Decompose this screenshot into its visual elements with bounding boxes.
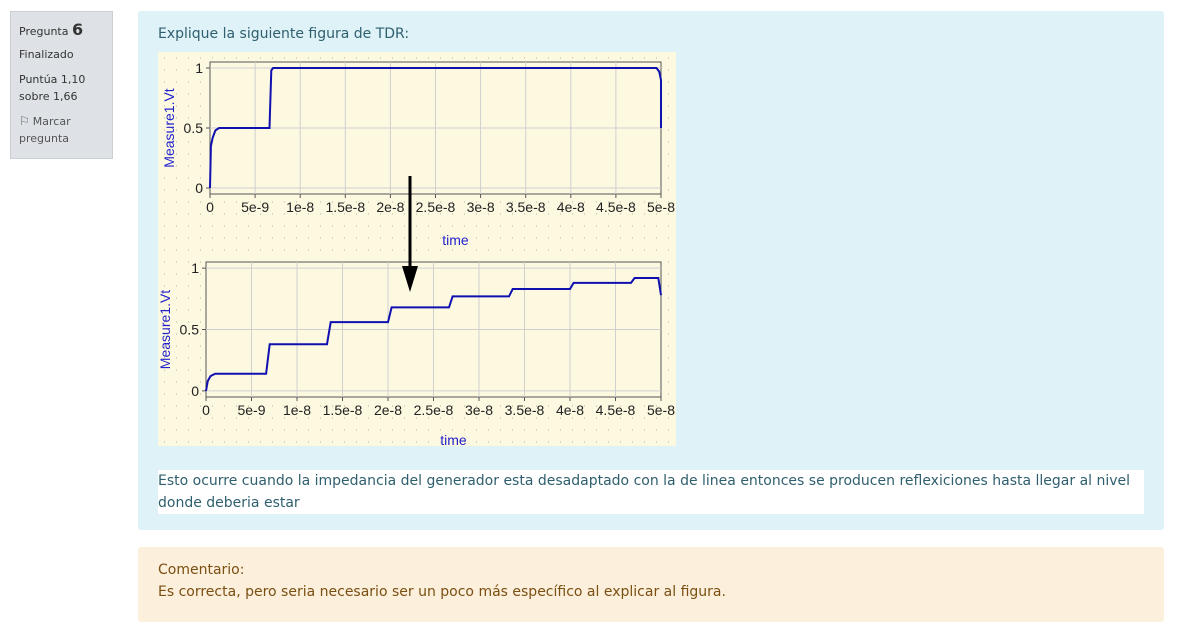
chart2-y-tick-label: 1 bbox=[191, 260, 199, 276]
chart2-x-tick-label: 4.5e-8 bbox=[596, 402, 636, 418]
comment-text: Es correcta, pero seria necesario ser un… bbox=[158, 584, 726, 600]
chart2-x-tick-label: 4e-8 bbox=[556, 402, 584, 418]
chart1-ylabel: Measure1.Vt bbox=[161, 88, 177, 167]
chart1-y-tick-label: 1 bbox=[195, 60, 203, 76]
chart2-x-tick-label: 5e-8 bbox=[647, 402, 675, 418]
chart1-x-tick-label: 4e-8 bbox=[557, 199, 585, 215]
chart2-series-line bbox=[205, 277, 662, 392]
answer-text: Esto ocurre cuando la impedancia del gen… bbox=[158, 470, 1144, 514]
tdr-figure: 0 5e-9 1e-8 1.5e-8 2e-8 2.5e-8 3e-8 3.5e-8 4e-8 4… bbox=[157, 52, 676, 448]
arrow-head-icon bbox=[402, 266, 418, 292]
chart2-x-tick-label: 5e-9 bbox=[237, 402, 265, 418]
question-grade: Puntúa 1,10 sobre 1,66 bbox=[19, 71, 104, 105]
chart2-x-tick-label: 0 bbox=[202, 402, 210, 418]
chart2-y-tick-label: 0.5 bbox=[180, 322, 200, 338]
chart2-x-tick-label: 3.5e-8 bbox=[505, 402, 545, 418]
flag-label-2: pregunta bbox=[19, 132, 70, 145]
chart1-x-tick-label: 2e-8 bbox=[376, 199, 404, 215]
question-label: Pregunta bbox=[19, 25, 69, 38]
flag-question-link[interactable]: ⚐ Marcar pregunta bbox=[19, 113, 104, 147]
chart1-x-tick-label: 1e-8 bbox=[286, 199, 314, 215]
question-content: Explique la siguiente figura de TDR: 0 5e… bbox=[138, 11, 1164, 530]
chart1-x-tick-label: 1.5e-8 bbox=[325, 199, 365, 215]
question-info-panel: Pregunta 6 Finalizado Puntúa 1,10 sobre … bbox=[10, 11, 113, 159]
grade-line-2: sobre 1,66 bbox=[19, 90, 78, 103]
chart2-xlabel: time bbox=[440, 432, 467, 446]
chart2-x-tick-label: 1e-8 bbox=[283, 402, 311, 418]
feedback-comment: Comentario: Es correcta, pero seria nece… bbox=[138, 547, 1164, 622]
chart1-xlabel: time bbox=[442, 232, 469, 248]
chart2-x-tick-label: 2.5e-8 bbox=[414, 402, 454, 418]
chart2-x-tick-label: 2e-8 bbox=[374, 402, 402, 418]
question-text: Explique la siguiente figura de TDR: bbox=[158, 26, 410, 42]
chart1-x-tick-label: 0 bbox=[206, 199, 214, 215]
question-state: Finalizado bbox=[19, 48, 74, 61]
chart2-x-tick-label: 1.5e-8 bbox=[323, 402, 363, 418]
flag-label-1: Marcar bbox=[32, 115, 71, 128]
question-number: Pregunta 6 bbox=[19, 21, 104, 40]
chart1-x-tick-label: 4.5e-8 bbox=[596, 199, 636, 215]
tdr-figure-svg: 0 5e-9 1e-8 1.5e-8 2e-8 2.5e-8 3e-8 3.5e-8 4e-8 4… bbox=[157, 57, 675, 448]
chart1-x-tick-label: 3e-8 bbox=[467, 199, 495, 215]
chart1-series-line bbox=[209, 67, 662, 189]
chart2-y-tick-label: 0 bbox=[191, 383, 199, 399]
chart1-x-tick-label: 2.5e-8 bbox=[416, 199, 456, 215]
chart1-y-tick-label: 0.5 bbox=[184, 120, 204, 136]
comment-title: Comentario: bbox=[158, 562, 245, 578]
chart1-x-tick-label: 3.5e-8 bbox=[506, 199, 546, 215]
grade-line-1: Puntúa 1,10 bbox=[19, 73, 86, 86]
question-number-value: 6 bbox=[71, 20, 84, 39]
chart1-x-tick-label: 5e-8 bbox=[647, 199, 675, 215]
chart2-ylabel: Measure1.Vt bbox=[158, 290, 173, 369]
chart1-y-tick-label: 0 bbox=[195, 180, 203, 196]
chart1-x-tick-label: 5e-9 bbox=[241, 199, 269, 215]
chart2-x-tick-label: 3e-8 bbox=[465, 402, 493, 418]
flag-icon: ⚐ bbox=[19, 114, 30, 128]
